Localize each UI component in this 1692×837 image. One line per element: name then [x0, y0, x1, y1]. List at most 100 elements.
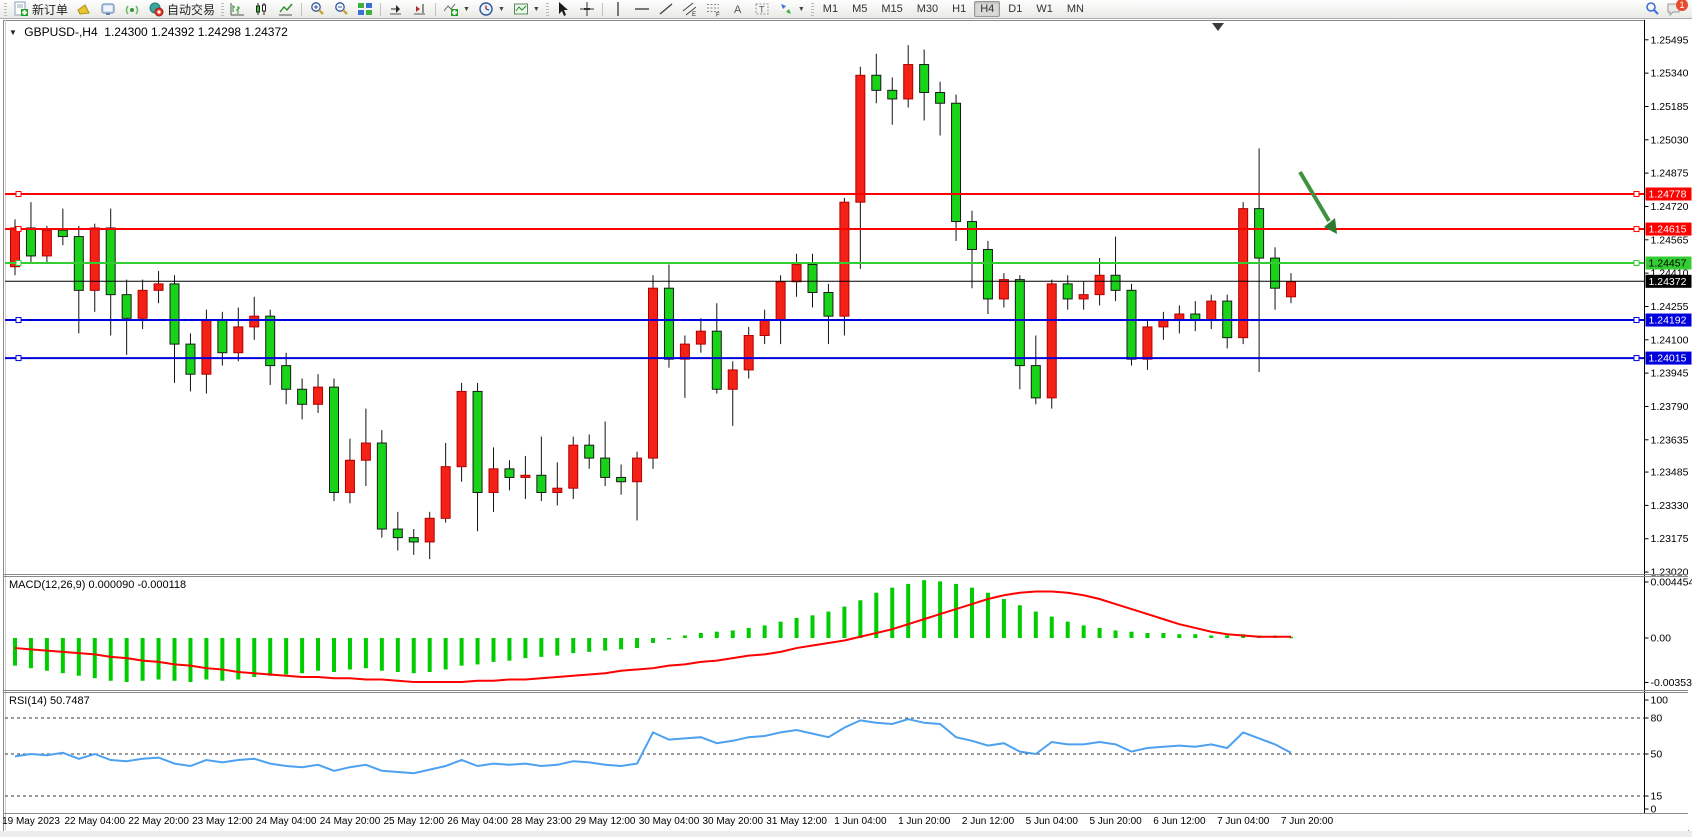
bear-candle [1063, 284, 1072, 299]
line-handle[interactable] [16, 318, 21, 323]
chart-canvas[interactable]: 1.254951.253401.251851.250301.248751.247… [0, 0, 1692, 837]
text-button[interactable]: A [726, 1, 750, 18]
chart-shift-button[interactable] [408, 1, 432, 18]
line-handle[interactable] [16, 261, 21, 266]
horizontal-line-icon [634, 1, 650, 17]
macd-histogram-bar [1177, 634, 1181, 638]
timeframe-button-m15[interactable]: M15 [875, 1, 908, 17]
time-axis-label: 5 Jun 04:00 [1026, 816, 1079, 827]
line-handle[interactable] [16, 192, 21, 197]
auto-scroll-button[interactable] [384, 1, 408, 18]
signal-icon [124, 1, 140, 17]
tile-windows-button[interactable] [353, 1, 377, 18]
macd-histogram-bar [428, 638, 432, 672]
indicators-button[interactable]: ▼ [439, 1, 474, 18]
search-icon[interactable] [1644, 1, 1660, 17]
notifications-button[interactable]: 1 [1666, 1, 1684, 17]
price-badge-label: 1.24015 [1649, 353, 1687, 365]
alerts-button[interactable] [72, 1, 96, 18]
signals-button[interactable] [120, 1, 144, 18]
bull-candle [234, 327, 243, 353]
time-axis-label: 30 May 20:00 [702, 816, 763, 827]
auto-trading-button[interactable]: 自动交易 [144, 1, 219, 18]
tile-windows-icon [357, 1, 373, 17]
macd-histogram-bar [348, 638, 352, 669]
line-chart-button[interactable] [274, 1, 298, 18]
macd-histogram-bar [1225, 635, 1229, 638]
cursor-button[interactable] [551, 1, 575, 18]
timeframe-button-m1[interactable]: M1 [817, 1, 844, 17]
dropdown-arrow-icon: ▼ [498, 6, 505, 13]
line-handle[interactable] [1634, 318, 1639, 323]
macd-histogram-bar [300, 638, 304, 673]
monitor-icon [100, 1, 116, 17]
toolbar-separator [380, 3, 381, 16]
timeframe-button-h1[interactable]: H1 [946, 1, 972, 17]
chart-dropdown-icon[interactable]: ▼ [9, 28, 17, 37]
price-tick-label: 1.23945 [1651, 368, 1689, 380]
market-watch-button[interactable] [96, 1, 120, 18]
new-order-button[interactable]: 新订单 [9, 1, 72, 18]
toolbar-separator [435, 3, 436, 16]
horizontal-line-button[interactable] [630, 1, 654, 18]
macd-histogram-bar [1209, 635, 1213, 638]
line-handle[interactable] [1634, 261, 1639, 266]
price-tick-label: 1.24720 [1651, 201, 1689, 213]
auto-trading-label: 自动交易 [167, 1, 215, 18]
bull-candle [728, 370, 737, 389]
zoom-out-button[interactable] [329, 1, 353, 18]
window-bottom-strip [0, 831, 1692, 837]
timeframe-button-w1[interactable]: W1 [1030, 1, 1059, 17]
trendline-button[interactable] [654, 1, 678, 18]
bar-chart-button[interactable] [226, 1, 250, 18]
macd-histogram-bar [61, 638, 65, 673]
fibonacci-button[interactable]: F [702, 1, 726, 18]
bull-candle [250, 316, 259, 327]
candlestick-chart-button[interactable] [250, 1, 274, 18]
timeframe-button-h4[interactable]: H4 [974, 1, 1000, 17]
timeframe-button-d1[interactable]: D1 [1002, 1, 1028, 17]
rsi-tick-label: 80 [1651, 713, 1663, 725]
text-label-button[interactable]: T [750, 1, 774, 18]
time-axis-label: 7 Jun 04:00 [1217, 816, 1270, 827]
macd-histogram-bar [922, 580, 926, 638]
macd-histogram-bar [603, 638, 607, 651]
macd-histogram-bar [1050, 617, 1054, 638]
line-handle[interactable] [1634, 356, 1639, 361]
macd-histogram-bar [667, 638, 671, 640]
macd-histogram-bar [858, 600, 862, 638]
new-order-icon [13, 1, 29, 17]
time-axis-label: 23 May 12:00 [192, 816, 253, 827]
line-handle[interactable] [16, 356, 21, 361]
timeframe-button-m5[interactable]: M5 [846, 1, 873, 17]
macd-histogram-bar [954, 584, 958, 638]
bull-candle [314, 387, 323, 404]
macd-histogram-bar [619, 638, 623, 649]
templates-button[interactable]: ▼ [509, 1, 544, 18]
rsi-tick-label: 0 [1651, 804, 1657, 816]
equidistant-channel-button[interactable]: E [678, 1, 702, 18]
macd-histogram-bar [970, 588, 974, 638]
bear-candle [824, 292, 833, 316]
vertical-line-button[interactable] [606, 1, 630, 18]
line-handle[interactable] [1634, 192, 1639, 197]
macd-histogram-bar [715, 632, 719, 638]
zoom-in-button[interactable] [305, 1, 329, 18]
crosshair-button[interactable] [575, 1, 599, 18]
periods-button[interactable]: ▼ [474, 1, 509, 18]
macd-value: 0.000090 [88, 579, 134, 591]
line-handle[interactable] [16, 227, 21, 232]
ohlc-summary: 1.24300 1.24392 1.24298 1.24372 [104, 25, 288, 39]
price-badge-label: 1.24615 [1649, 224, 1687, 236]
timeframe-button-mn[interactable]: MN [1061, 1, 1090, 17]
bear-candle [26, 228, 35, 256]
macd-histogram-bar [1066, 622, 1070, 638]
time-axis-label: 22 May 04:00 [64, 816, 125, 827]
macd-histogram-bar [1145, 633, 1149, 638]
bear-candle [712, 331, 721, 389]
bull-candle [425, 518, 434, 542]
bull-candle [457, 391, 466, 466]
line-handle[interactable] [1634, 227, 1639, 232]
timeframe-button-m30[interactable]: M30 [911, 1, 944, 17]
arrows-button[interactable]: ▼ [774, 1, 809, 18]
